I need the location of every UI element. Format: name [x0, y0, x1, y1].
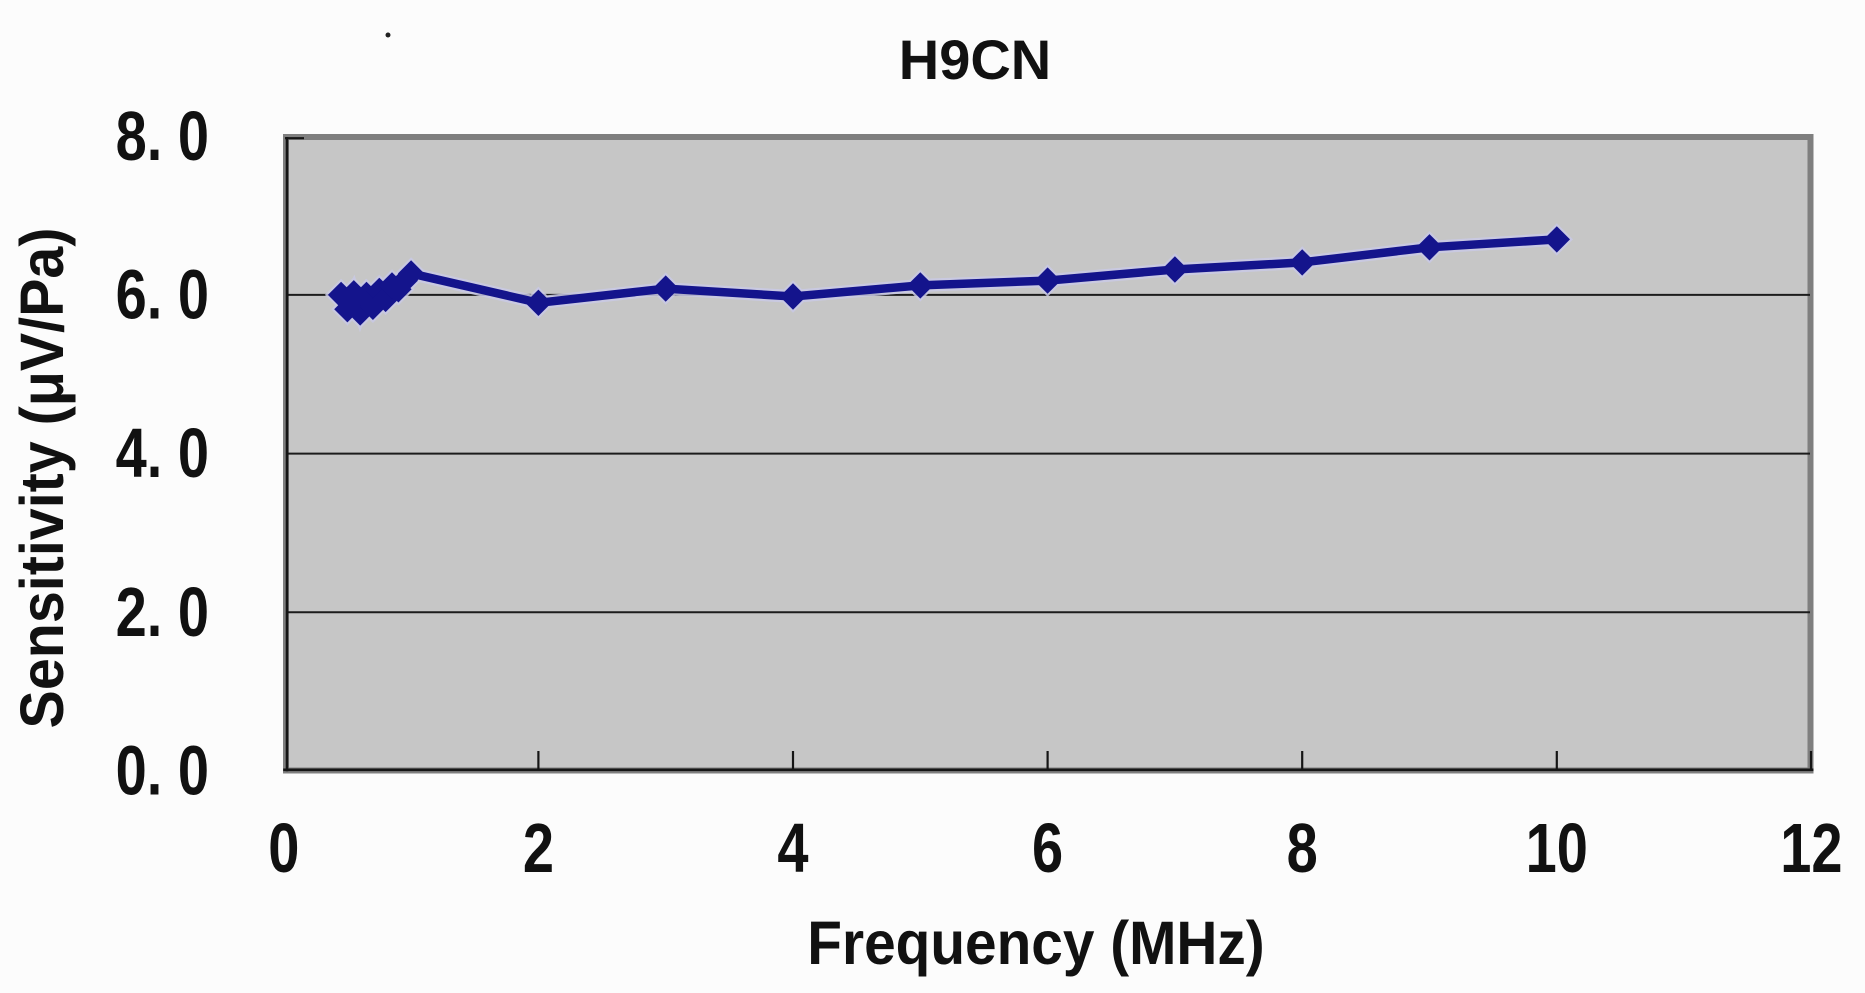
svg-text:2: 2 [523, 810, 554, 887]
svg-text:8: 8 [1287, 810, 1318, 887]
svg-text:Sensitivity (μV/Pa): Sensitivity (μV/Pa) [7, 228, 76, 729]
svg-text:8. 0: 8. 0 [116, 98, 209, 175]
svg-text:6: 6 [1032, 810, 1063, 887]
svg-text:4: 4 [777, 810, 808, 887]
svg-text:0: 0 [268, 810, 299, 887]
svg-text:H9CN: H9CN [899, 28, 1051, 91]
svg-text:Frequency (MHz): Frequency (MHz) [807, 908, 1264, 978]
svg-text:12: 12 [1780, 810, 1842, 887]
svg-text:0. 0: 0. 0 [116, 733, 209, 810]
svg-text:10: 10 [1526, 810, 1588, 887]
svg-text:2. 0: 2. 0 [116, 574, 209, 651]
svg-text:4. 0: 4. 0 [116, 415, 209, 492]
svg-text:6. 0: 6. 0 [116, 257, 209, 334]
